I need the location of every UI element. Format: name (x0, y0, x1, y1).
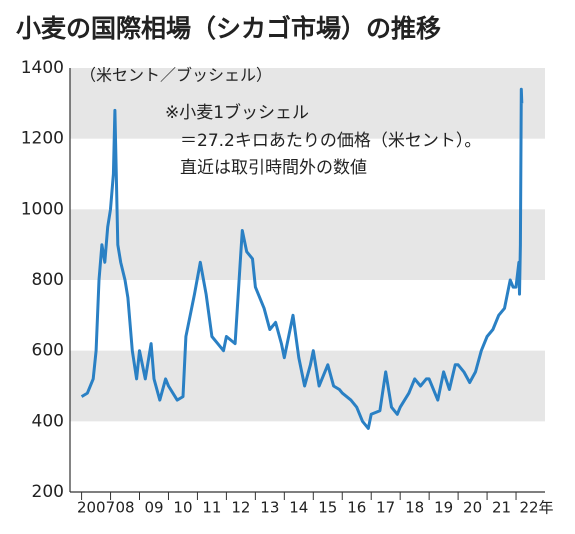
chart-title: 小麦の国際相場（シカゴ市場）の推移 (16, 14, 441, 43)
y-tick-label: 200 (32, 482, 64, 502)
x-tick-label: 19 (434, 499, 453, 517)
annotation: 直近は取引時間外の数値 (180, 158, 367, 178)
grid-band (70, 209, 545, 280)
y-tick-label: 400 (32, 411, 64, 431)
y-tick-label: 1200 (21, 129, 64, 149)
x-tick-label: 08 (115, 499, 134, 517)
x-tick-label: 17 (376, 499, 395, 517)
x-tick-label: 16 (347, 499, 366, 517)
x-tick-label: 15 (318, 499, 337, 517)
x-tick-label: 10 (173, 499, 192, 517)
x-tick-label: 09 (144, 499, 163, 517)
x-tick-label: 11 (202, 499, 221, 517)
x-tick-label: 22年 (519, 499, 553, 517)
line-series (80, 87, 524, 430)
y-tick-label: 600 (32, 341, 64, 361)
y-tick-label: 1400 (21, 58, 64, 78)
annotation: ＝27.2キロあたりの価格（米セント）。 (180, 131, 481, 151)
x-tick-label: 21 (492, 499, 511, 517)
x-tick-label: 18 (405, 499, 424, 517)
x-tick-label: 12 (231, 499, 250, 517)
x-tick-label: 13 (260, 499, 279, 517)
annotation: ※小麦1ブッシェル (165, 102, 309, 123)
y-axis-label: （米セント／ブッシェル） (80, 66, 272, 85)
y-tick-label: 1000 (21, 199, 64, 219)
x-tick-label: 14 (289, 499, 308, 517)
grid-band (70, 68, 545, 139)
x-tick-label: 2007 (77, 499, 115, 517)
x-tick-label: 20 (463, 499, 482, 517)
y-tick-label: 800 (32, 270, 64, 290)
